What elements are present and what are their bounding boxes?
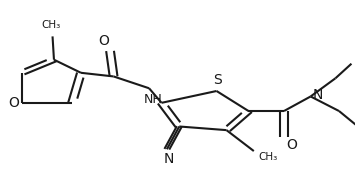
Text: O: O xyxy=(9,96,19,110)
Text: O: O xyxy=(98,35,109,48)
Text: CH₃: CH₃ xyxy=(258,152,278,161)
Text: O: O xyxy=(286,138,297,152)
Text: NH: NH xyxy=(143,93,162,106)
Text: CH₃: CH₃ xyxy=(41,20,60,29)
Text: S: S xyxy=(213,74,222,87)
Text: N: N xyxy=(163,152,174,166)
Text: N: N xyxy=(312,88,323,102)
